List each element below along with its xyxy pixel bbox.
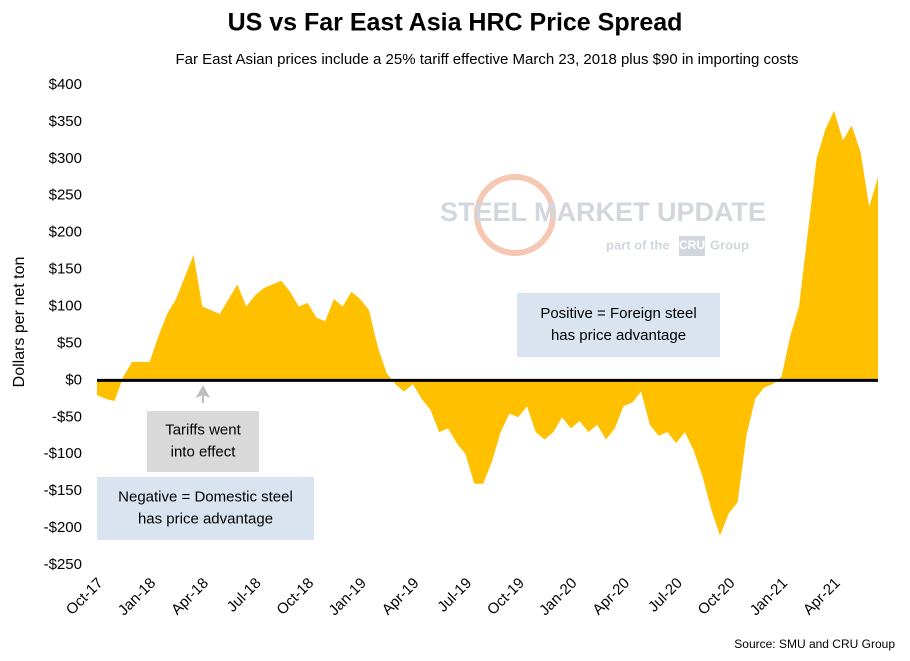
y-tick-label: $300: [49, 150, 82, 167]
watermark-box: [679, 236, 705, 256]
y-tick-label: -$50: [52, 408, 82, 425]
annotation-text: has price advantage: [551, 327, 686, 344]
y-tick-label: -$250: [44, 556, 82, 573]
x-tick-label: Apr-19: [379, 575, 423, 619]
annotation-text: into effect: [171, 443, 237, 460]
x-tick-label: Jan-19: [325, 575, 369, 619]
x-tick-label: Jan-20: [536, 575, 580, 619]
annotation-box: [147, 411, 259, 472]
watermark: STEEL MARKET UPDATE part of the CRU Grou…: [440, 174, 766, 256]
x-tick-label: Oct-20: [695, 575, 739, 619]
x-tick-label: Apr-21: [800, 575, 844, 619]
area: [97, 110, 878, 536]
watermark-text: Group: [710, 237, 749, 252]
x-tick-label: Apr-18: [168, 575, 212, 619]
annotation-box: [517, 293, 720, 357]
y-tick-label: $350: [49, 113, 82, 130]
y-axis-label: Dollars per net ton: [11, 257, 28, 388]
y-tick-label: $200: [49, 224, 82, 241]
x-tick-label: Jan-21: [747, 575, 791, 619]
x-tick-label: Jul-20: [645, 575, 686, 616]
watermark-text: CRU: [679, 238, 705, 252]
y-tick-label: -$200: [44, 519, 82, 536]
chart-title: US vs Far East Asia HRC Price Spread: [228, 9, 683, 37]
annotation: Negative = Domestic steel has price advan…: [97, 477, 314, 540]
annotation-box: [97, 477, 314, 540]
annotation-text: Tariffs went: [165, 421, 241, 438]
y-tick-label: $50: [57, 334, 82, 351]
annotation-text: has price advantage: [138, 510, 273, 527]
y-tick-label: $100: [49, 298, 82, 315]
y-tick-label: -$150: [44, 482, 82, 499]
annotation: Tariffs went into effect: [147, 411, 259, 472]
watermark-logo: [474, 174, 556, 256]
x-tick-label: Oct-19: [484, 575, 528, 619]
annotation-text: Positive = Foreign steel: [540, 305, 696, 322]
y-tick-label: $400: [49, 76, 82, 93]
annotation: Positive = Foreign steel has price advant…: [517, 293, 720, 357]
annotation-text: Negative = Domestic steel: [118, 488, 293, 505]
x-tick-label: Jan-18: [115, 575, 159, 619]
annotation-arrow: [195, 384, 211, 403]
x-tick-label: Jul-18: [224, 575, 265, 616]
watermark-text: part of the: [606, 237, 670, 252]
chart-subtitle: Far East Asian prices include a 25% tari…: [175, 51, 798, 68]
x-tick-label: Jul-19: [434, 575, 475, 616]
x-tick-label: Oct-17: [63, 575, 107, 619]
x-tick-label: Apr-20: [589, 575, 633, 619]
y-tick-label: $250: [49, 187, 82, 204]
watermark-text: STEEL MARKET UPDATE: [440, 197, 766, 227]
y-tick-label: $150: [49, 261, 82, 278]
source: Source: SMU and CRU Group: [734, 637, 895, 651]
y-tick-label: $0: [65, 371, 82, 388]
y-tick-label: -$100: [44, 445, 82, 462]
x-tick-label: Oct-18: [273, 575, 317, 619]
